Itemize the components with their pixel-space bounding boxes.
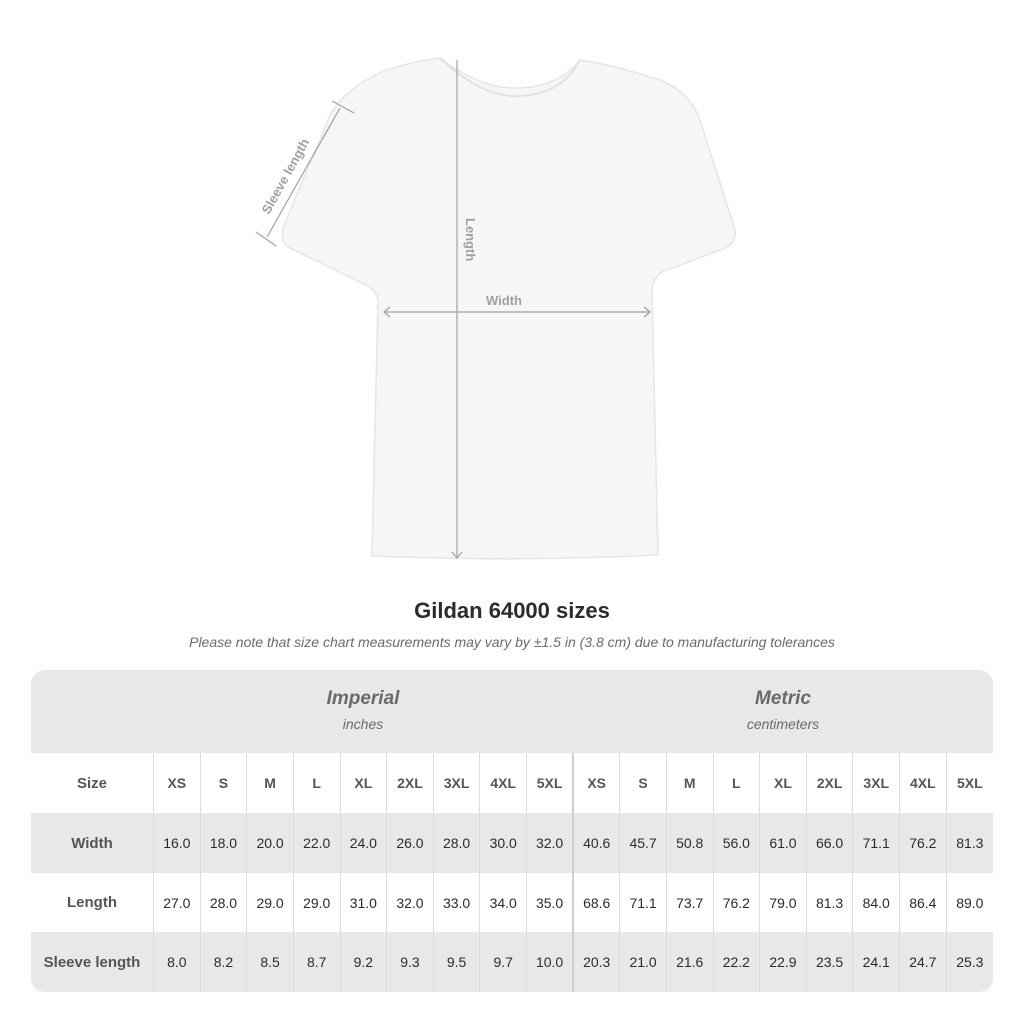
metric-size-header: 2XL xyxy=(805,753,853,813)
imperial-value-cell: 30.0 xyxy=(479,813,527,873)
length-label: Length xyxy=(463,218,478,261)
metric-value-cell: 23.5 xyxy=(805,932,853,992)
sleeve-length-dimension xyxy=(255,100,355,247)
tolerance-note: Please note that size chart measurements… xyxy=(189,634,835,650)
metric-value-cell: 45.7 xyxy=(619,813,667,873)
imperial-size-header: XL xyxy=(339,753,387,813)
imperial-value-cell: 34.0 xyxy=(479,873,527,932)
imperial-value-cell: 31.0 xyxy=(339,873,387,932)
size-header-row: Size XS S M L XL 2XL 3XL 4XL 5XL XS S M L XL 2XL 3XL 4XL 5… xyxy=(31,753,993,813)
imperial-value-cell: 29.0 xyxy=(246,873,294,932)
imperial-value-cell: 27.0 xyxy=(153,873,201,932)
imperial-size-header: 5XL xyxy=(526,753,574,813)
metric-header: Metric centimeters xyxy=(573,670,993,753)
imperial-value-cell: 8.2 xyxy=(199,932,247,992)
imperial-value-cell: 33.0 xyxy=(432,873,480,932)
row-label: Width xyxy=(31,813,154,873)
imperial-value-cell: 32.0 xyxy=(526,813,574,873)
metric-value-cell: 73.7 xyxy=(665,873,713,932)
metric-value-cell: 21.6 xyxy=(665,932,713,992)
metric-unit: centimeters xyxy=(746,716,820,732)
collar xyxy=(439,57,581,98)
table-row: Length 27.0 28.0 29.0 29.0 31.0 32.0 33.0 34.0 35… xyxy=(31,873,993,932)
metric-size-header: 4XL xyxy=(899,753,947,813)
imperial-size-header: S xyxy=(199,753,247,813)
imperial-value-cell: 16.0 xyxy=(153,813,201,873)
metric-value-cell: 81.3 xyxy=(945,813,993,873)
metric-value-cell: 84.0 xyxy=(852,873,900,932)
metric-value-cell: 66.0 xyxy=(805,813,853,873)
imperial-title: Imperial xyxy=(326,688,400,709)
metric-value-cell: 86.4 xyxy=(899,873,947,932)
imperial-value-cell: 28.0 xyxy=(199,873,247,932)
imperial-size-header: 4XL xyxy=(479,753,527,813)
imperial-value-cell: 9.7 xyxy=(479,932,527,992)
metric-size-header: M xyxy=(665,753,713,813)
imperial-value-cell: 22.0 xyxy=(292,813,340,873)
imperial-value-cell: 29.0 xyxy=(292,873,340,932)
metric-value-cell: 89.0 xyxy=(945,873,993,932)
metric-value-cell: 71.1 xyxy=(619,873,667,932)
imperial-value-cell: 24.0 xyxy=(339,813,387,873)
imperial-value-cell: 9.2 xyxy=(339,932,387,992)
metric-value-cell: 21.0 xyxy=(619,932,667,992)
imperial-size-header: 2XL xyxy=(386,753,434,813)
imperial-value-cell: 9.5 xyxy=(432,932,480,992)
metric-size-header: S xyxy=(619,753,667,813)
width-dimension xyxy=(383,306,651,318)
imperial-size-header: 3XL xyxy=(432,753,480,813)
metric-value-cell: 50.8 xyxy=(665,813,713,873)
length-dimension xyxy=(451,60,463,559)
imperial-value-cell: 26.0 xyxy=(386,813,434,873)
metric-value-cell: 25.3 xyxy=(945,932,993,992)
imperial-value-cell: 18.0 xyxy=(199,813,247,873)
imperial-size-header: L xyxy=(292,753,340,813)
imperial-size-header: M xyxy=(246,753,294,813)
imperial-value-cell: 8.5 xyxy=(246,932,294,992)
tshirt-image xyxy=(281,57,736,560)
size-table: Size XS S M L XL 2XL 3XL 4XL 5XL XS S M L XL 2XL 3XL 4XL 5… xyxy=(31,753,993,992)
metric-value-cell: 76.2 xyxy=(712,873,760,932)
imperial-value-cell: 35.0 xyxy=(526,873,574,932)
imperial-value-cell: 10.0 xyxy=(526,932,574,992)
metric-value-cell: 56.0 xyxy=(712,813,760,873)
metric-value-cell: 81.3 xyxy=(805,873,853,932)
imperial-header: Imperial inches xyxy=(153,670,573,753)
metric-value-cell: 24.7 xyxy=(899,932,947,992)
imperial-value-cell: 28.0 xyxy=(432,813,480,873)
metric-value-cell: 40.6 xyxy=(572,813,620,873)
imperial-value-cell: 8.7 xyxy=(292,932,340,992)
metric-value-cell: 76.2 xyxy=(899,813,947,873)
width-label: Width xyxy=(486,293,522,308)
metric-size-header: 3XL xyxy=(852,753,900,813)
metric-size-header: XL xyxy=(759,753,807,813)
metric-value-cell: 24.1 xyxy=(852,932,900,992)
imperial-value-cell: 20.0 xyxy=(246,813,294,873)
metric-value-cell: 22.2 xyxy=(712,932,760,992)
size-table-panel: Imperial inches Metric centimeters Size X… xyxy=(31,670,993,992)
metric-value-cell: 20.3 xyxy=(572,932,620,992)
tshirt-diagram: Sleeve length Length Width xyxy=(255,57,736,560)
imperial-unit: inches xyxy=(342,716,384,732)
imperial-size-header: XS xyxy=(153,753,201,813)
table-row: Width 16.0 18.0 20.0 22.0 24.0 26.0 28.0 30.0 32.… xyxy=(31,813,993,873)
row-label: Sleeve length xyxy=(31,932,154,992)
row-label: Size xyxy=(31,753,154,813)
table-row: Sleeve length 8.0 8.2 8.5 8.7 9.2 9.3 9.5 9.7 10.… xyxy=(31,932,993,992)
row-label: Length xyxy=(31,873,154,932)
metric-size-header: L xyxy=(712,753,760,813)
metric-value-cell: 71.1 xyxy=(852,813,900,873)
imperial-value-cell: 9.3 xyxy=(386,932,434,992)
metric-size-header: 5XL xyxy=(945,753,993,813)
chart-title: Gildan 64000 sizes xyxy=(414,598,610,623)
imperial-value-cell: 8.0 xyxy=(153,932,201,992)
metric-title: Metric xyxy=(755,688,811,709)
metric-size-header: XS xyxy=(572,753,620,813)
metric-value-cell: 68.6 xyxy=(572,873,620,932)
metric-value-cell: 79.0 xyxy=(759,873,807,932)
metric-value-cell: 22.9 xyxy=(759,932,807,992)
metric-value-cell: 61.0 xyxy=(759,813,807,873)
imperial-value-cell: 32.0 xyxy=(386,873,434,932)
